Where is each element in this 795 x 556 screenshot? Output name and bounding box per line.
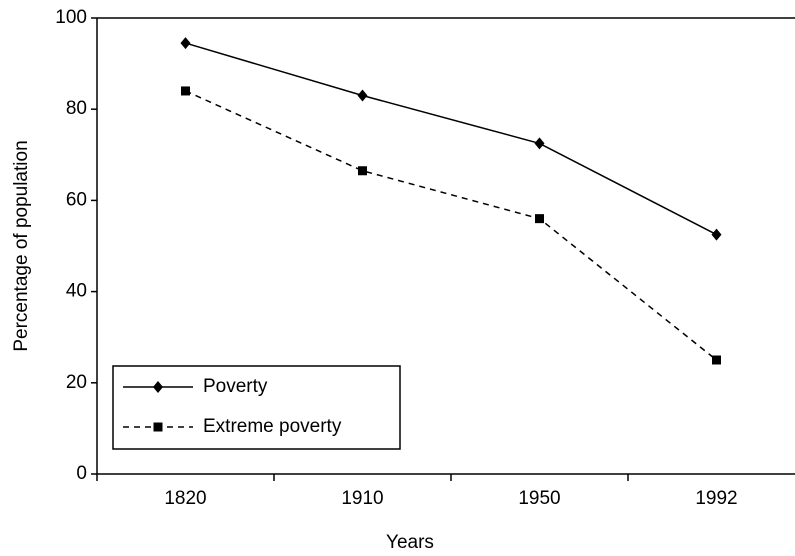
point bbox=[358, 166, 367, 176]
point bbox=[181, 86, 190, 96]
y-tick-label: 40 bbox=[66, 281, 87, 302]
x-axis-label: Years bbox=[386, 532, 434, 553]
y-tick-label: 0 bbox=[76, 463, 87, 484]
point bbox=[153, 422, 163, 432]
y-tick-label: 80 bbox=[66, 98, 87, 119]
point bbox=[712, 355, 721, 365]
point bbox=[534, 137, 545, 150]
legend-box bbox=[112, 365, 401, 450]
x-tick-label: 1950 bbox=[518, 488, 560, 509]
point bbox=[711, 228, 722, 241]
point bbox=[153, 381, 163, 393]
y-tick-label: 60 bbox=[66, 189, 87, 210]
y-tick-label: 100 bbox=[55, 7, 87, 28]
x-tick-label: 1992 bbox=[695, 488, 737, 509]
point bbox=[180, 37, 191, 50]
y-tick-label: 20 bbox=[66, 372, 87, 393]
line bbox=[185, 42, 717, 236]
point bbox=[535, 214, 544, 224]
x-tick-label: 1910 bbox=[341, 488, 383, 509]
line bbox=[185, 90, 717, 361]
point bbox=[357, 89, 368, 102]
x-tick-label: 1820 bbox=[164, 488, 206, 509]
y-axis-label: Percentage of population bbox=[11, 140, 32, 351]
legend-label: Extreme poverty bbox=[203, 416, 342, 437]
legend-label: Poverty bbox=[203, 376, 268, 397]
